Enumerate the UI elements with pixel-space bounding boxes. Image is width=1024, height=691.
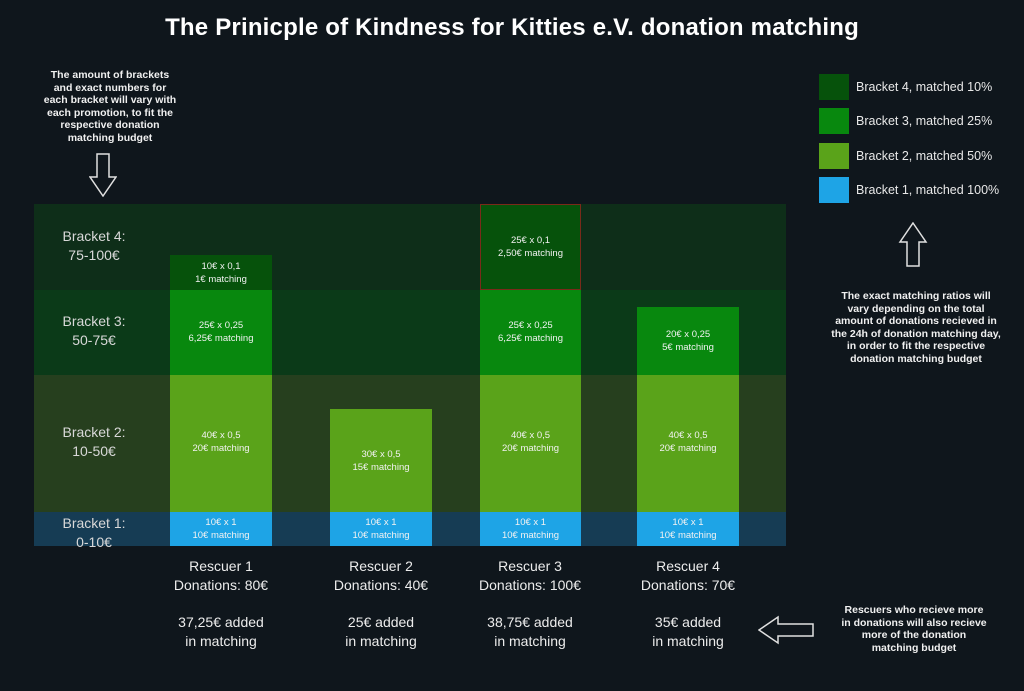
bar-segment-r3-b1: 10€ x 1 10€ matching: [480, 512, 581, 546]
arrow-left-icon: [758, 615, 814, 645]
bracket-3-label: Bracket 3: 50-75€: [62, 313, 126, 348]
bar-segment-r3-b4: 25€ x 0,1 2,50€ matching: [480, 204, 581, 290]
brackets-note: The amount of brackets and exact numbers…: [43, 69, 177, 144]
legend-label: Bracket 2, matched 50%: [856, 149, 993, 163]
bar-segment-r1-b1: 10€ x 1 10€ matching: [170, 512, 272, 546]
arrow-up-icon: [898, 222, 928, 267]
legend-swatch: [819, 143, 849, 169]
bar-segment-r4-b3: 20€ x 0,25 5€ matching: [637, 307, 739, 375]
rescuer-2-info: Rescuer 2 Donations: 40€ 25€ added in ma…: [333, 558, 429, 649]
arrow-down-icon: [89, 153, 117, 197]
legend-item: Bracket 3, matched 25%: [819, 108, 1019, 134]
bracket-2-label: Bracket 2: 10-50€: [62, 424, 126, 459]
bracket-1-label: Bracket 1: 0-10€: [62, 515, 126, 550]
bar-segment-r4-b1: 10€ x 1 10€ matching: [637, 512, 739, 546]
legend-swatch: [819, 177, 849, 203]
bar-segment-r1-b3: 25€ x 0,25 6,25€ matching: [170, 290, 272, 375]
bracket-4-band: [34, 204, 786, 290]
bar-segment-r1-b2: 40€ x 0,5 20€ matching: [170, 375, 272, 512]
bar-segment-r2-b1: 10€ x 1 10€ matching: [330, 512, 432, 546]
legend-item: Bracket 1, matched 100%: [819, 177, 1019, 203]
page-title: The Prinicple of Kindness for Kitties e.…: [165, 14, 859, 41]
bar-segment-r3-b3: 25€ x 0,25 6,25€ matching: [480, 290, 581, 375]
bar-segment-r4-b2: 40€ x 0,5 20€ matching: [637, 375, 739, 512]
legend-label: Bracket 1, matched 100%: [856, 183, 1000, 197]
bar-segment-r3-b2: 40€ x 0,5 20€ matching: [480, 375, 581, 512]
rescuer-4-info: Rescuer 4 Donations: 70€ 35€ added in ma…: [640, 558, 736, 649]
legend-label: Bracket 4, matched 10%: [856, 80, 993, 94]
rescuer-3-info: Rescuer 3 Donations: 100€ 38,75€ added i…: [479, 558, 581, 649]
bar-segment-r1-b4: 10€ x 0,1 1€ matching: [170, 255, 272, 290]
legend-item: Bracket 4, matched 10%: [819, 74, 1019, 100]
bar-segment-r2-b2: 30€ x 0,5 15€ matching: [330, 409, 432, 512]
more-donations-note: Rescuers who recieve more in donations w…: [841, 604, 987, 654]
legend-swatch: [819, 74, 849, 100]
legend-label: Bracket 3, matched 25%: [856, 114, 993, 128]
bracket-4-label: Bracket 4: 75-100€: [62, 228, 126, 263]
ratios-note: The exact matching ratios will vary depe…: [831, 290, 1001, 365]
legend-swatch: [819, 108, 849, 134]
legend-item: Bracket 2, matched 50%: [819, 143, 1019, 169]
rescuer-1-info: Rescuer 1 Donations: 80€ 37,25€ added in…: [173, 558, 269, 649]
